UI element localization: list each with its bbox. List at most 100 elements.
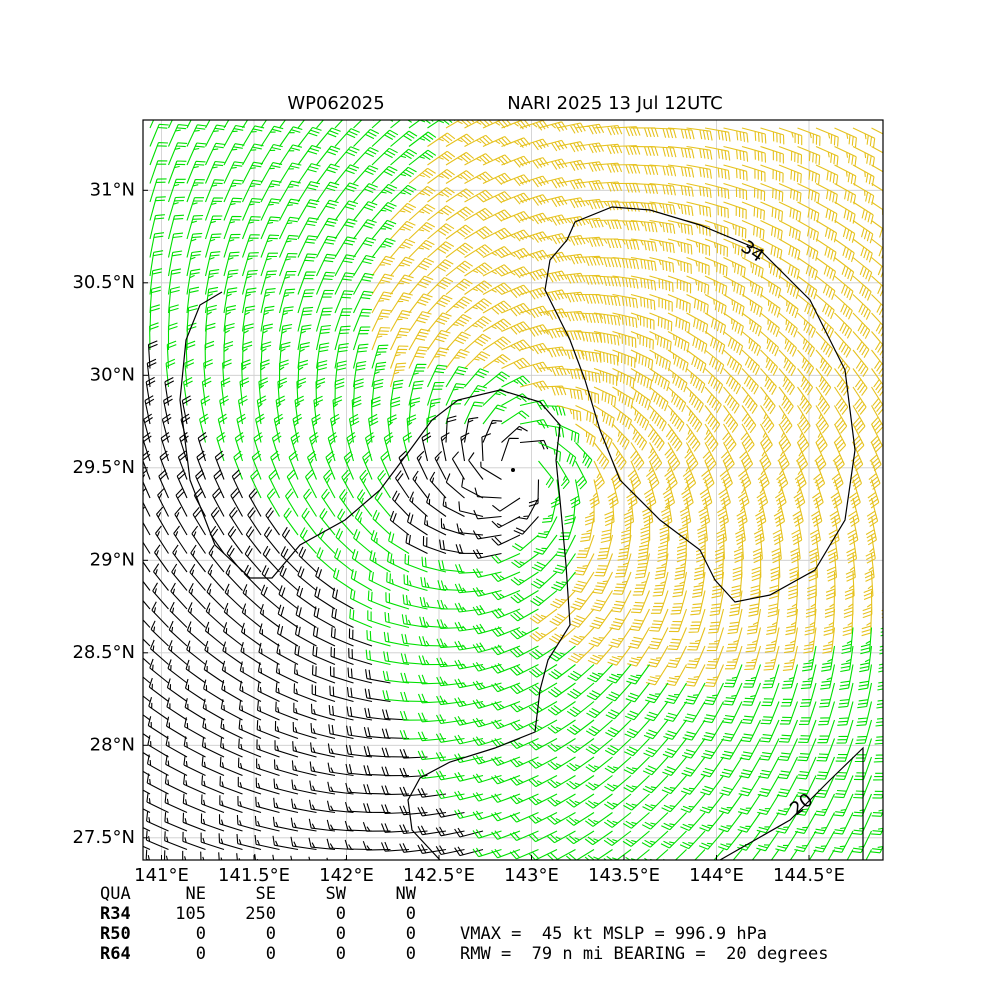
wind-barb <box>383 432 394 462</box>
wind-barb <box>566 756 595 772</box>
wind-barb <box>664 460 678 490</box>
wind-barb <box>143 413 153 443</box>
x-tick-label: 141°E <box>134 865 189 886</box>
wind-barb <box>575 142 604 154</box>
wind-barb <box>167 142 188 166</box>
wind-barb <box>143 432 152 462</box>
wind-barb <box>644 701 669 722</box>
wind-barb <box>609 608 632 631</box>
wind-barb <box>332 395 343 425</box>
wind-barb <box>408 363 427 388</box>
wind-barb <box>295 605 317 628</box>
wind-barb <box>519 380 549 392</box>
wind-barb <box>737 812 761 833</box>
wind-barb <box>604 775 632 792</box>
wind-barb <box>593 405 615 428</box>
wind-barb <box>708 608 725 634</box>
wind-barb <box>686 145 713 160</box>
wind-barb <box>723 182 748 201</box>
wind-barb <box>587 645 613 665</box>
wind-barb <box>165 735 188 758</box>
wind-barb <box>667 238 693 255</box>
wind-barb <box>278 585 299 610</box>
wind-barb <box>622 830 650 847</box>
wind-barb <box>684 682 706 705</box>
wind-barb <box>870 845 883 854</box>
wind-barb <box>454 790 484 801</box>
wind-barb <box>588 627 613 647</box>
wind-barb <box>472 810 502 821</box>
table-cell: 0 <box>336 904 346 924</box>
wind-barb <box>464 207 493 221</box>
wind-barb <box>389 345 409 369</box>
wind-barb <box>315 377 326 406</box>
wind-barb <box>593 219 622 230</box>
wind-barb <box>593 256 622 268</box>
wind-barb <box>529 608 558 624</box>
wind-barb <box>593 275 622 287</box>
wind-barb <box>371 165 398 184</box>
wind-barb <box>686 256 710 276</box>
wind-barb <box>778 275 800 299</box>
wind-barb <box>297 144 322 166</box>
wind-barb <box>702 442 717 471</box>
wind-barb <box>852 238 873 263</box>
wind-barb <box>314 586 336 610</box>
wind-barb <box>456 523 484 536</box>
wind-barb <box>472 680 502 691</box>
wind-barb <box>501 137 531 148</box>
wind-barb <box>203 358 214 388</box>
wind-barb <box>593 181 623 192</box>
wind-barb <box>297 199 320 221</box>
wind-barb <box>472 549 502 559</box>
wind-barb <box>845 553 856 582</box>
wind-barb <box>380 450 392 480</box>
wind-barb <box>699 812 724 832</box>
wind-barb <box>556 178 586 190</box>
wind-barb <box>834 331 852 358</box>
wind-barb <box>143 751 151 758</box>
wind-barb <box>454 659 484 670</box>
wind-barb <box>241 305 256 332</box>
wind-barb <box>529 664 558 678</box>
wind-barb <box>491 700 521 711</box>
wind-barb <box>603 849 632 860</box>
wind-barb <box>237 795 262 814</box>
wind-barb <box>536 516 558 539</box>
wind-barb <box>278 234 299 258</box>
wind-barb <box>248 488 262 517</box>
wind-barb <box>362 841 391 851</box>
wind-barb <box>778 386 794 415</box>
wind-barb <box>584 497 595 526</box>
wind-barb <box>840 645 854 673</box>
wind-barb <box>200 832 225 851</box>
wind-barb <box>155 525 169 554</box>
wind-barb <box>236 413 247 443</box>
wind-barb <box>780 682 799 707</box>
wind-barb <box>767 590 780 618</box>
wind-barb <box>491 607 521 619</box>
wind-barb <box>233 450 244 480</box>
wind-barb <box>316 547 336 573</box>
wind-barb <box>224 583 243 610</box>
wind-barb <box>464 153 493 166</box>
wind-barb <box>552 553 576 574</box>
wind-barb <box>834 312 853 339</box>
wind-barb <box>657 534 669 563</box>
wind-barb <box>366 630 391 647</box>
wind-barb <box>815 145 839 166</box>
wind-barb <box>406 414 417 443</box>
wind-barb <box>533 534 558 555</box>
wind-barb <box>423 514 447 536</box>
wind-barb <box>204 269 220 295</box>
wind-barb <box>649 201 676 215</box>
wind-barb <box>663 701 687 722</box>
wind-barb <box>154 544 169 573</box>
wind-barb <box>472 847 502 858</box>
wind-barb <box>316 127 341 147</box>
wind-barb <box>143 695 151 702</box>
wind-barb <box>692 571 706 598</box>
wind-barb <box>371 129 399 147</box>
wind-barb <box>797 145 821 166</box>
wind-barb <box>606 664 632 684</box>
